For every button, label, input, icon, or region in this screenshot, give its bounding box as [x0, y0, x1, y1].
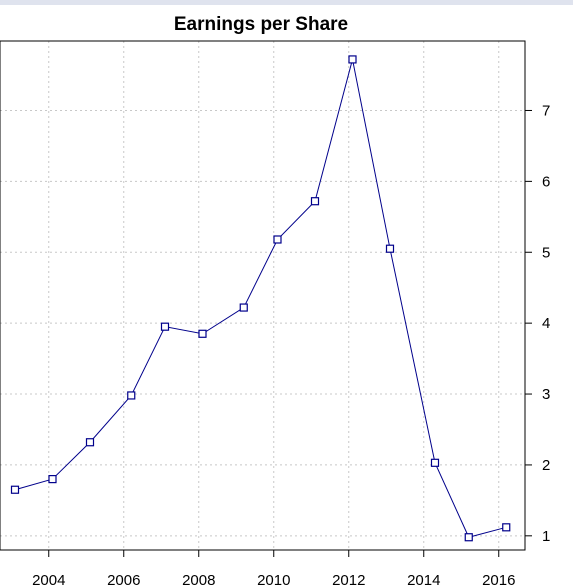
y-axis-right: 1 2 3 4 5 6 7: [525, 102, 550, 545]
y-tick-label: 2: [542, 457, 550, 474]
data-point: [127, 391, 136, 400]
y-tick-label: 7: [542, 102, 550, 119]
data-point: [48, 475, 57, 484]
data-point: [198, 329, 207, 338]
x-tick-label: 2008: [182, 572, 215, 587]
y-tick-label: 3: [542, 386, 550, 403]
data-point: [348, 55, 357, 64]
x-tick-label: 2016: [482, 572, 515, 587]
chart-title: Earnings per Share: [174, 14, 348, 35]
y-tick-label: 1: [542, 528, 550, 545]
data-point: [10, 485, 20, 494]
grid-lines: [0, 41, 525, 550]
x-axis: 2004 2006 2008 2010 2012 2014 2016: [32, 550, 515, 587]
series-line: [14, 59, 507, 538]
y-tick-label: 4: [542, 315, 550, 332]
y-tick-label: 5: [542, 244, 550, 261]
x-tick-label: 2014: [407, 572, 440, 587]
data-point: [464, 533, 473, 542]
data-point: [310, 197, 320, 206]
window-top-strip: [0, 0, 573, 5]
data-point: [160, 322, 170, 331]
data-point: [239, 303, 248, 312]
data-point: [502, 523, 511, 532]
series-layer: [10, 55, 511, 542]
data-point: [385, 244, 395, 253]
x-tick-label: 2012: [332, 572, 365, 587]
data-point: [430, 458, 440, 467]
x-tick-label: 2004: [32, 572, 65, 587]
data-point: [85, 438, 95, 447]
data-point: [273, 235, 282, 244]
plot-frame: [0, 40, 526, 551]
x-tick-label: 2006: [107, 572, 140, 587]
y-tick-label: 6: [542, 173, 550, 190]
x-tick-label: 2010: [257, 572, 290, 587]
